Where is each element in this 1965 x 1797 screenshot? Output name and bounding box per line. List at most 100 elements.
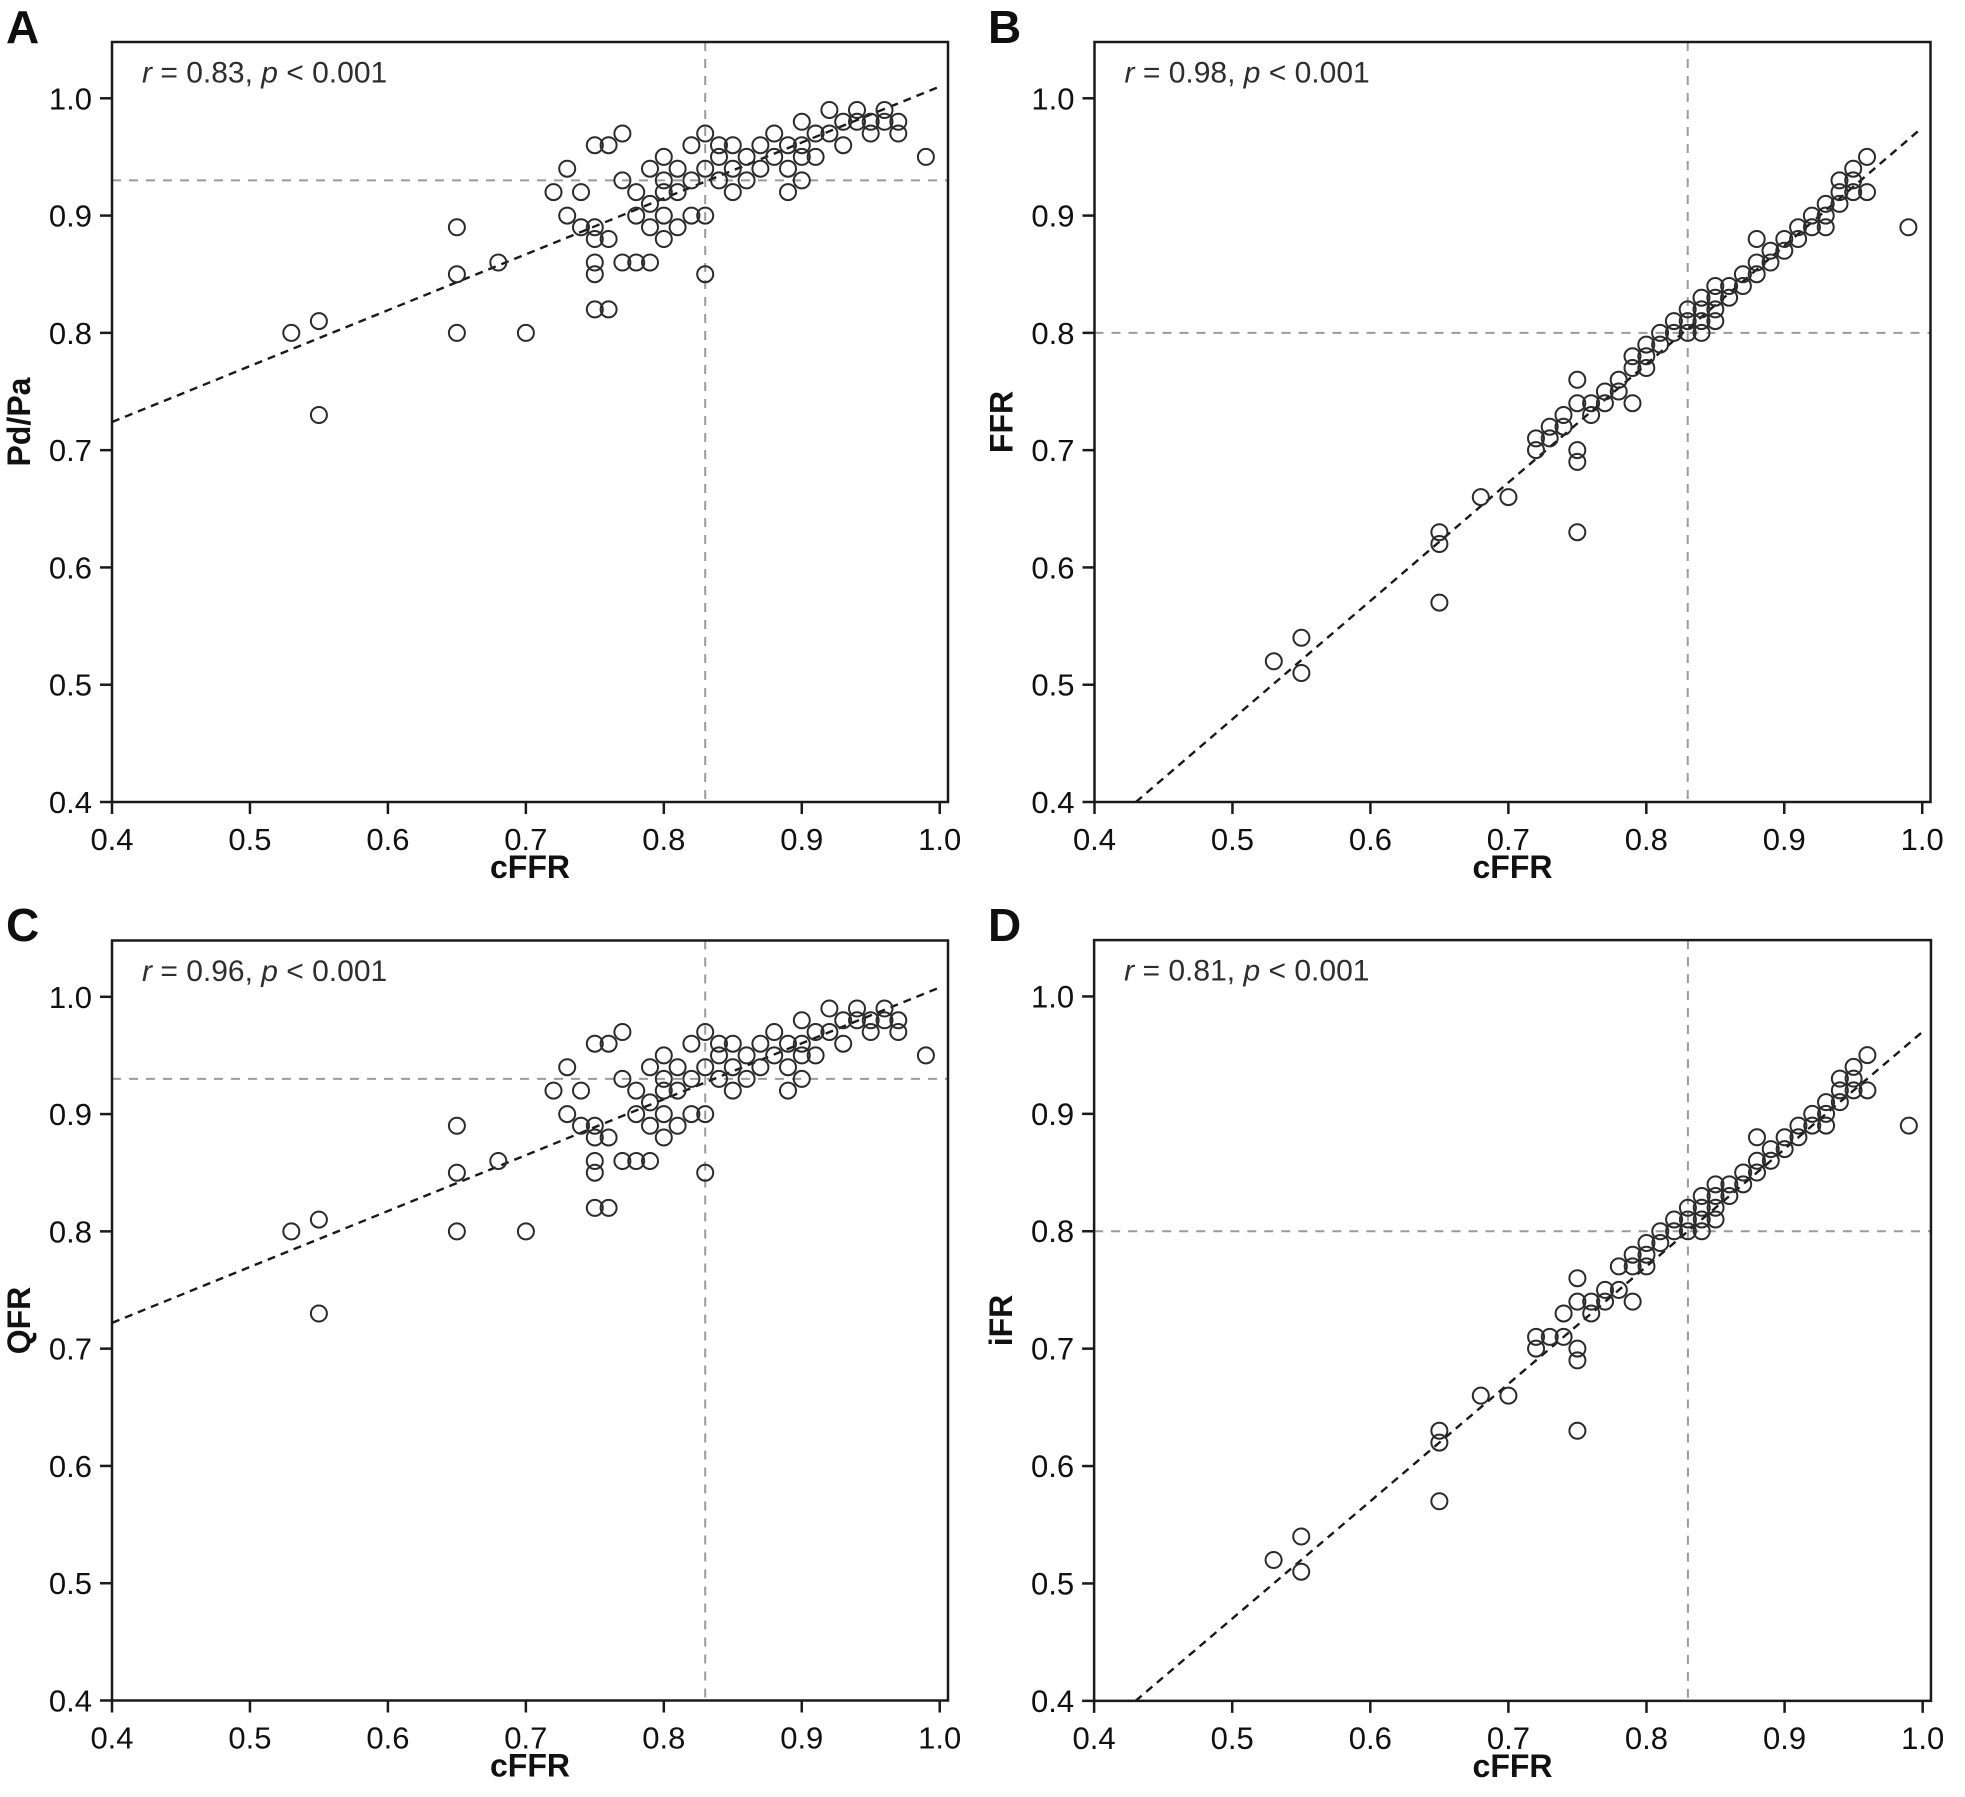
data-point <box>558 159 577 178</box>
data-point <box>585 1034 604 1053</box>
data-point <box>682 1105 701 1124</box>
data-point <box>1692 1187 1711 1206</box>
data-point <box>1540 429 1559 448</box>
data-point <box>779 1034 797 1053</box>
data-point <box>1527 441 1545 460</box>
data-point <box>696 1163 715 1182</box>
data-point <box>1692 312 1711 331</box>
data-point <box>1678 1210 1697 1229</box>
data-point <box>696 206 715 225</box>
data-point <box>889 112 908 131</box>
data-point <box>1595 394 1614 413</box>
data-point <box>889 124 908 143</box>
data-point <box>1733 265 1752 284</box>
data-point <box>1761 1151 1780 1170</box>
data-point <box>723 1081 742 1100</box>
data-point <box>447 265 466 284</box>
panel-a-label: A <box>6 1 40 53</box>
y-tick-label: 0.9 <box>49 199 92 234</box>
data-point <box>654 206 673 225</box>
data-point <box>696 1023 715 1041</box>
data-point <box>779 183 797 202</box>
x-tick-label: 0.9 <box>780 1721 823 1756</box>
data-point <box>641 1093 659 1112</box>
data-point <box>1292 1562 1311 1581</box>
data-point <box>613 171 632 190</box>
data-point <box>820 124 839 143</box>
y-axis-title: Pd/Pa <box>1 377 37 466</box>
x-axis-title: cFFR <box>1473 1748 1553 1784</box>
x-tick-label: 0.5 <box>1211 822 1254 857</box>
data-point <box>489 253 508 272</box>
data-point <box>447 218 466 237</box>
regression-line <box>111 986 941 1324</box>
data-point <box>1844 1069 1863 1088</box>
data-point <box>1292 664 1311 682</box>
x-tick-label: 0.8 <box>1625 822 1668 857</box>
data-point <box>585 136 604 155</box>
x-tick-label: 0.9 <box>1763 1721 1806 1756</box>
data-point <box>751 159 770 178</box>
scatter-plot: 0.4 0.5 0.6 0.7 0.8 0.9 1.0 0.4 0.5 0.6 0.7 0.8 0.9 1… <box>984 40 1944 885</box>
x-tick-label: 0.7 <box>1487 822 1530 857</box>
data-point <box>585 1163 604 1182</box>
data-point <box>627 1152 646 1170</box>
data-point <box>1527 1339 1546 1358</box>
data-point <box>723 1034 742 1053</box>
data-point <box>1802 206 1821 225</box>
data-point <box>1706 312 1725 331</box>
data-point <box>1706 1187 1725 1206</box>
data-point <box>682 206 701 225</box>
data-point <box>1623 1257 1642 1276</box>
data-point <box>1706 1175 1725 1194</box>
data-point <box>765 1023 784 1041</box>
y-tick-label: 0.8 <box>1031 316 1074 351</box>
data-point <box>1706 277 1725 295</box>
data-point <box>737 171 756 190</box>
data-point <box>1582 1304 1601 1323</box>
data-point <box>572 1081 590 1100</box>
data-point <box>765 147 784 166</box>
data-point <box>1568 370 1587 389</box>
data-point <box>1830 1093 1849 1112</box>
data-point <box>585 265 604 284</box>
data-point <box>1747 1163 1766 1182</box>
data-point <box>668 218 687 237</box>
data-point <box>627 206 646 225</box>
data-point <box>710 171 728 190</box>
plot-border <box>110 40 950 804</box>
data-point <box>1651 1222 1670 1241</box>
x-tick-label: 0.4 <box>90 1721 133 1756</box>
data-point <box>1264 652 1283 671</box>
data-point <box>585 218 604 237</box>
data-point <box>1830 1081 1849 1100</box>
data-point <box>1595 382 1614 401</box>
y-tick-label: 0.5 <box>1031 668 1074 703</box>
data-point <box>1844 159 1863 178</box>
data-point <box>792 136 811 155</box>
data-point <box>585 1198 604 1217</box>
data-point <box>641 1058 659 1077</box>
data-point <box>875 112 894 131</box>
data-point <box>1803 1116 1822 1135</box>
y-tick-label: 0.6 <box>1031 1449 1074 1484</box>
data-point <box>1706 1210 1725 1229</box>
data-point <box>613 1152 632 1170</box>
data-point <box>737 1046 756 1065</box>
data-point <box>1471 488 1490 507</box>
data-point <box>1554 406 1573 424</box>
data-point <box>1816 194 1835 213</box>
data-point <box>848 999 866 1018</box>
panel-a-chart: 0.4 0.5 0.6 0.7 0.8 0.9 1.0 0.4 0.5 0.6 0.7 0.8 0.9 1… <box>0 0 982 898</box>
panel-b-label: B <box>988 1 1022 53</box>
plot-border <box>1093 40 1932 804</box>
data-point <box>889 1023 908 1041</box>
data-point <box>1858 183 1876 202</box>
data-point <box>585 1128 604 1147</box>
x-tick-label: 1.0 <box>918 822 961 857</box>
y-tick-label: 0.5 <box>49 1566 92 1601</box>
y-axis-title: QFR <box>1 1287 37 1355</box>
data-point <box>1816 206 1835 225</box>
data-point <box>1830 183 1849 202</box>
data-point <box>710 147 728 166</box>
